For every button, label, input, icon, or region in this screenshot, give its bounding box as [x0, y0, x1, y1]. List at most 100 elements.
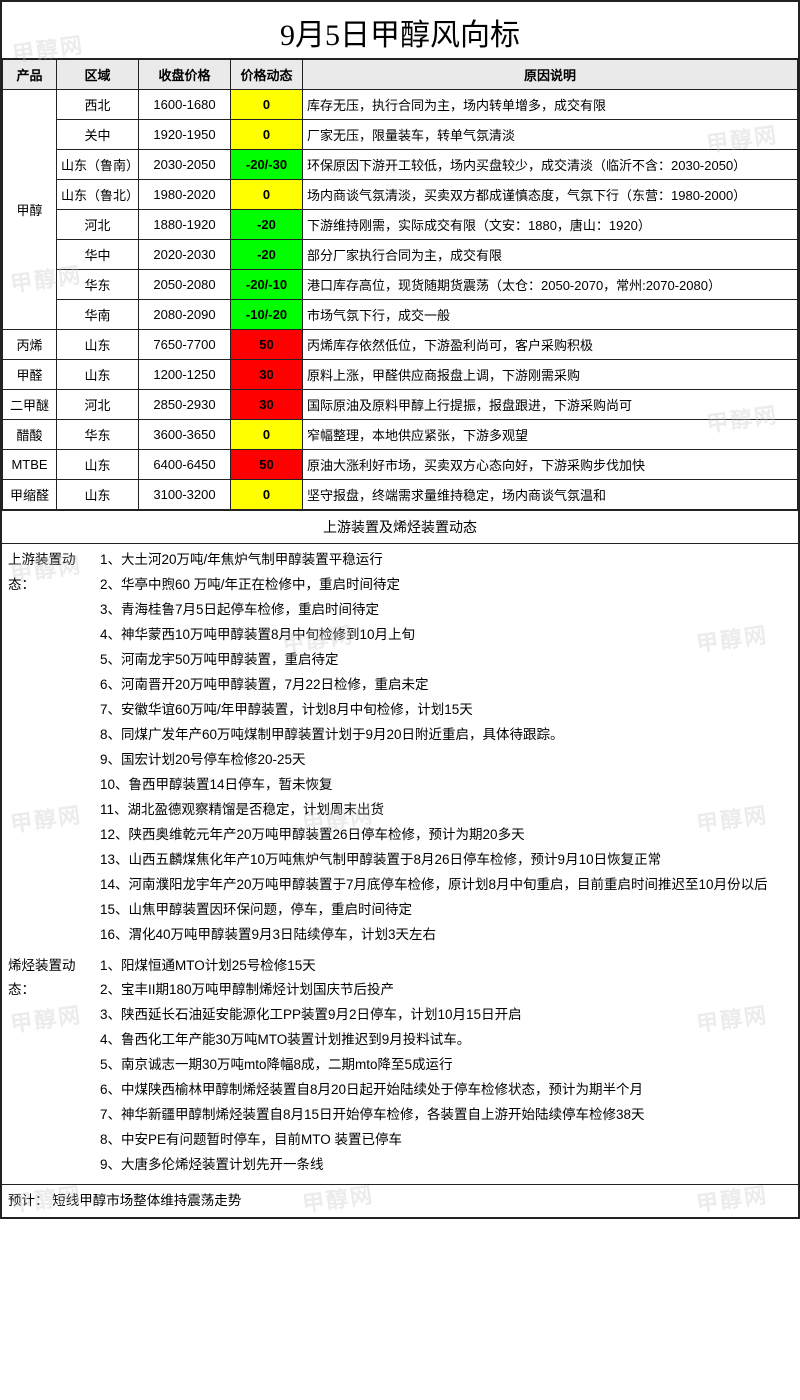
cell-price: 3600-3650 — [139, 420, 231, 450]
cell-price: 6400-6450 — [139, 450, 231, 480]
cell-reason: 部分厂家执行合同为主，成交有限 — [303, 240, 798, 270]
olefin-label: 烯烃装置动态： — [8, 954, 100, 1179]
cell-product: 甲缩醛 — [3, 480, 57, 510]
cell-price: 2050-2080 — [139, 270, 231, 300]
price-table: 产品 区域 收盘价格 价格动态 原因说明 甲醇西北1600-16800库存无压，… — [2, 59, 798, 510]
list-item: 6、河南晋开20万吨甲醇装置，7月22日检修，重启未定 — [100, 673, 792, 698]
cell-trend: -20 — [231, 240, 303, 270]
cell-trend: 0 — [231, 420, 303, 450]
table-row: 甲醇西北1600-16800库存无压，执行合同为主，场内转单增多，成交有限 — [3, 90, 798, 120]
upstream-label: 上游装置动态： — [8, 548, 100, 948]
table-header-row: 产品 区域 收盘价格 价格动态 原因说明 — [3, 60, 798, 90]
list-item: 11、湖北盈德观察精馏是否稳定，计划周末出货 — [100, 798, 792, 823]
list-item: 2、华亭中煦60 万吨/年正在检修中，重启时间待定 — [100, 573, 792, 598]
cell-product: MTBE — [3, 450, 57, 480]
cell-price: 1980-2020 — [139, 180, 231, 210]
section-upstream-title: 上游装置及烯烃装置动态 — [2, 510, 798, 544]
list-item: 9、大唐多伦烯烃装置计划先开一条线 — [100, 1153, 792, 1178]
col-reason: 原因说明 — [303, 60, 798, 90]
table-row: 山东（鲁南）2030-2050-20/-30环保原因下游开工较低，场内买盘较少，… — [3, 150, 798, 180]
forecast-text: 短线甲醇市场整体维持震荡走势 — [52, 1193, 241, 1208]
cell-trend: 0 — [231, 480, 303, 510]
cell-region: 河北 — [57, 210, 139, 240]
cell-trend: -20/-10 — [231, 270, 303, 300]
cell-trend: 50 — [231, 450, 303, 480]
col-product: 产品 — [3, 60, 57, 90]
cell-product: 二甲醚 — [3, 390, 57, 420]
cell-price: 7650-7700 — [139, 330, 231, 360]
cell-trend: 0 — [231, 180, 303, 210]
cell-region: 华中 — [57, 240, 139, 270]
cell-product: 甲醛 — [3, 360, 57, 390]
cell-product: 甲醇 — [3, 90, 57, 330]
cell-trend: -20 — [231, 210, 303, 240]
cell-reason: 场内商谈气氛清淡，买卖双方都成谨慎态度，气氛下行（东营：1980-2000） — [303, 180, 798, 210]
cell-price: 2080-2090 — [139, 300, 231, 330]
list-item: 3、青海桂鲁7月5日起停车检修，重启时间待定 — [100, 598, 792, 623]
cell-region: 华东 — [57, 270, 139, 300]
cell-price: 1880-1920 — [139, 210, 231, 240]
table-row: 醋酸华东3600-36500窄幅整理，本地供应紧张，下游多观望 — [3, 420, 798, 450]
list-item: 2、宝丰II期180万吨甲醇制烯烃计划国庆节后投产 — [100, 978, 792, 1003]
list-item: 7、神华新疆甲醇制烯烃装置自8月15日开始停车检修，各装置自上游开始陆续停车检修… — [100, 1103, 792, 1128]
cell-price: 1920-1950 — [139, 120, 231, 150]
cell-reason: 窄幅整理，本地供应紧张，下游多观望 — [303, 420, 798, 450]
cell-reason: 港口库存高位，现货随期货震荡（太仓：2050-2070，常州:2070-2080… — [303, 270, 798, 300]
col-price: 收盘价格 — [139, 60, 231, 90]
cell-reason: 厂家无压，限量装车，转单气氛清淡 — [303, 120, 798, 150]
list-item: 8、同煤广发年产60万吨煤制甲醇装置计划于9月20日附近重启，具体待跟踪。 — [100, 723, 792, 748]
list-item: 12、陕西奥维乾元年产20万吨甲醇装置26日停车检修，预计为期20多天 — [100, 823, 792, 848]
cell-trend: 30 — [231, 390, 303, 420]
cell-reason: 坚守报盘，终端需求量维持稳定，场内商谈气氛温和 — [303, 480, 798, 510]
table-row: 关中1920-19500厂家无压，限量装车，转单气氛清淡 — [3, 120, 798, 150]
list-item: 8、中安PE有问题暂时停车，目前MTO 装置已停车 — [100, 1128, 792, 1153]
cell-price: 1200-1250 — [139, 360, 231, 390]
table-row: 甲醛山东1200-125030原料上涨，甲醛供应商报盘上调，下游刚需采购 — [3, 360, 798, 390]
col-trend: 价格动态 — [231, 60, 303, 90]
cell-region: 华南 — [57, 300, 139, 330]
cell-region: 山东 — [57, 450, 139, 480]
cell-reason: 原油大涨利好市场，买卖双方心态向好，下游采购步伐加快 — [303, 450, 798, 480]
list-item: 14、河南濮阳龙宇年产20万吨甲醇装置于7月底停车检修，原计划8月中旬重启，目前… — [100, 873, 792, 898]
cell-trend: -20/-30 — [231, 150, 303, 180]
cell-price: 2850-2930 — [139, 390, 231, 420]
cell-region: 山东 — [57, 480, 139, 510]
cell-reason: 市场气氛下行，成交一般 — [303, 300, 798, 330]
cell-reason: 原料上涨，甲醛供应商报盘上调，下游刚需采购 — [303, 360, 798, 390]
cell-region: 河北 — [57, 390, 139, 420]
table-row: 华东2050-2080-20/-10港口库存高位，现货随期货震荡（太仓：2050… — [3, 270, 798, 300]
cell-price: 2020-2030 — [139, 240, 231, 270]
table-row: 丙烯山东7650-770050丙烯库存依然低位，下游盈利尚可，客户采购积极 — [3, 330, 798, 360]
table-row: MTBE山东6400-645050原油大涨利好市场，买卖双方心态向好，下游采购步… — [3, 450, 798, 480]
list-item: 6、中煤陕西榆林甲醇制烯烃装置自8月20日起开始陆续处于停车检修状态，预计为期半… — [100, 1078, 792, 1103]
cell-reason: 库存无压，执行合同为主，场内转单增多，成交有限 — [303, 90, 798, 120]
cell-reason: 丙烯库存依然低位，下游盈利尚可，客户采购积极 — [303, 330, 798, 360]
list-item: 13、山西五麟煤焦化年产10万吨焦炉气制甲醇装置于8月26日停车检修，预计9月1… — [100, 848, 792, 873]
list-item: 5、南京诚志一期30万吨mto降幅8成，二期mto降至5成运行 — [100, 1053, 792, 1078]
col-region: 区域 — [57, 60, 139, 90]
cell-region: 西北 — [57, 90, 139, 120]
cell-trend: 0 — [231, 90, 303, 120]
page-title: 9月5日甲醇风向标 — [2, 2, 798, 59]
table-row: 山东（鲁北）1980-20200场内商谈气氛清淡，买卖双方都成谨慎态度，气氛下行… — [3, 180, 798, 210]
list-item: 1、阳煤恒通MTO计划25号检修15天 — [100, 954, 792, 979]
table-row: 华南2080-2090-10/-20市场气氛下行，成交一般 — [3, 300, 798, 330]
cell-trend: 30 — [231, 360, 303, 390]
cell-price: 3100-3200 — [139, 480, 231, 510]
cell-region: 山东（鲁南） — [57, 150, 139, 180]
cell-region: 关中 — [57, 120, 139, 150]
forecast-label: 预计： — [8, 1193, 49, 1208]
list-item: 9、国宏计划20号停车检修20-25天 — [100, 748, 792, 773]
report-page: 甲醇网 甲醇网 甲醇网 甲醇网 甲醇网 甲醇网 甲醇网 甲醇网 甲醇网 甲醇网 … — [0, 0, 800, 1219]
list-item: 5、河南龙宇50万吨甲醇装置，重启待定 — [100, 648, 792, 673]
table-row: 河北1880-1920-20下游维持刚需，实际成交有限（文安：1880，唐山：1… — [3, 210, 798, 240]
cell-reason: 国际原油及原料甲醇上行提振，报盘跟进，下游采购尚可 — [303, 390, 798, 420]
list-item: 7、安徽华谊60万吨/年甲醇装置，计划8月中旬检修，计划15天 — [100, 698, 792, 723]
cell-trend: 0 — [231, 120, 303, 150]
list-item: 15、山焦甲醇装置因环保问题，停车，重启时间待定 — [100, 898, 792, 923]
list-item: 1、大土河20万吨/年焦炉气制甲醇装置平稳运行 — [100, 548, 792, 573]
olefin-list: 1、阳煤恒通MTO计划25号检修15天2、宝丰II期180万吨甲醇制烯烃计划国庆… — [100, 954, 792, 1179]
cell-price: 2030-2050 — [139, 150, 231, 180]
cell-reason: 环保原因下游开工较低，场内买盘较少，成交清淡（临沂不含：2030-2050） — [303, 150, 798, 180]
list-item: 16、渭化40万吨甲醇装置9月3日陆续停车，计划3天左右 — [100, 923, 792, 948]
